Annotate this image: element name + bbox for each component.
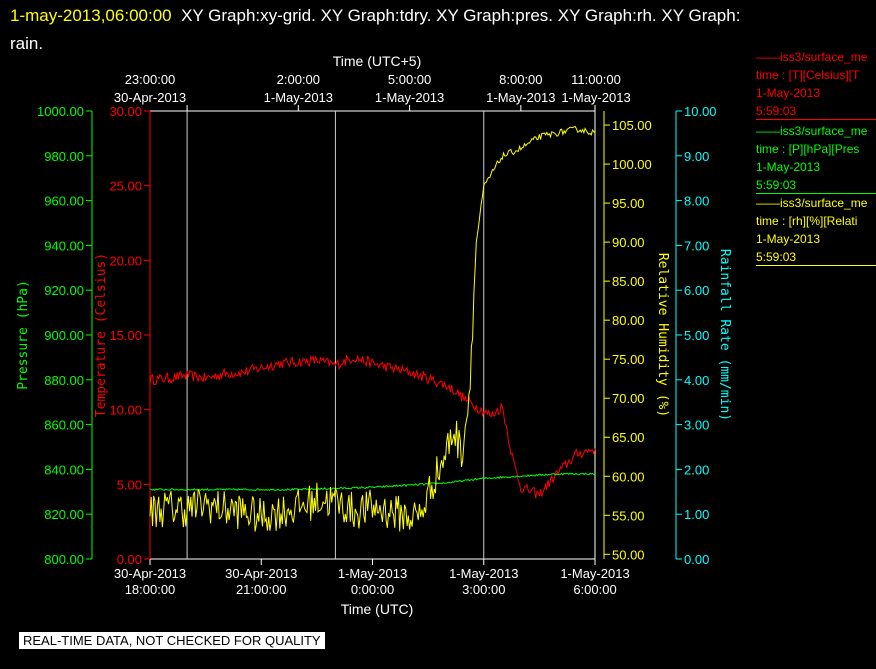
pressure-tick-label: 820.00 [44,507,84,522]
legend-item-temperature[interactable]: ——iss3/surface_me time : [T][Celsius][T … [756,48,876,120]
x-bottom-tick-label: 21:00:00 [236,582,287,597]
pressure-tick-label: 920.00 [44,283,84,298]
x-top-tick-label: 5:00:00 [388,72,431,87]
pressure-tick-label: 960.00 [44,194,84,209]
rain-tick-label: 3.00 [684,418,709,433]
legend-variable: time : [P][hPa][Pres [756,142,860,156]
x-bottom-tick-label: 1-May-2013 [560,566,629,581]
temperature-tick-label: 20.00 [109,253,142,268]
legend-divider [756,193,876,194]
rain-tick-label: 9.00 [684,149,709,164]
temperature-tick-label: 0.00 [117,552,142,567]
x-top-tick-label: 1-May-2013 [264,90,333,105]
legend-line-marker: —— [756,196,780,210]
rh-tick-label: 75.00 [612,352,645,367]
rh-tick-label: 55.00 [612,508,645,523]
x-bottom-tick-label: 1-May-2013 [338,566,407,581]
temperature-tick-label: 25.00 [109,179,142,194]
x-bottom-tick-label: 1-May-2013 [449,566,518,581]
header-graph-list-cont: rain. [10,34,44,53]
rain-tick-label: 2.00 [684,462,709,477]
x-bottom-tick-label: 0:00:00 [351,582,394,597]
x-top-tick-label: 8:00:00 [499,72,542,87]
legend-time: 5:59:03 [756,250,797,264]
pressure-tick-label: 880.00 [44,373,84,388]
x-bottom-tick-label: 3:00:00 [462,582,505,597]
temperature-series-line [149,353,596,499]
legend-variable: time : [T][Celsius][T [756,68,860,82]
legend-divider [756,119,876,120]
rain-tick-label: 0.00 [684,552,709,567]
header-graph-list: XY Graph:xy-grid. XY Graph:tdry. XY Grap… [181,6,741,25]
legend-date: 1-May-2013 [756,160,821,174]
temperature-tick-label: 10.00 [109,403,142,418]
x-top-tick-label: 1-May-2013 [375,90,444,105]
pressure-axis-label: Pressure (hPa) [16,280,31,390]
x-top-tick-label: 30-Apr-2013 [114,90,186,105]
x-top-tick-label: 23:00:00 [125,72,176,87]
x-axis-bottom-label: Time (UTC) [341,601,414,617]
rh-tick-label: 100.00 [612,157,652,172]
graph-header: 1-may-2013,06:00:00 XY Graph:xy-grid. XY… [10,2,860,58]
legend-source: iss3/surface_me [780,196,868,210]
rh-axis-label: Relative Humidity (%) [655,253,670,417]
rain-tick-label: 10.00 [684,104,717,119]
x-top-tick-label: 2:00:00 [277,72,320,87]
x-bottom-tick-label: 30-Apr-2013 [114,566,186,581]
legend-date: 1-May-2013 [756,86,821,100]
x-top-tick-label: 1-May-2013 [561,90,630,105]
temperature-tick-label: 5.00 [117,477,142,492]
legend-source: iss3/surface_me [780,50,868,64]
legend-time: 5:59:03 [756,104,797,118]
rh-tick-label: 90.00 [612,235,645,250]
legend-item-rh[interactable]: ——iss3/surface_me time : [rh][%][Relati … [756,194,876,266]
temperature-axis-label: Temperature (Celsius) [94,253,109,417]
x-bottom-tick-label: 30-Apr-2013 [225,566,297,581]
pressure-tick-label: 800.00 [44,552,84,567]
header-timestamp: 1-may-2013,06:00:00 [10,6,172,25]
rh-tick-label: 70.00 [612,391,645,406]
chart-axes: 30-Apr-201318:00:0030-Apr-201321:00:001-… [37,72,717,597]
x-top-tick-label: 1-May-2013 [486,90,555,105]
legend-line-marker: —— [756,124,780,138]
legend-divider [756,265,876,266]
rh-tick-label: 80.00 [612,313,645,328]
pressure-tick-label: 1000.00 [37,104,84,119]
rain-tick-label: 7.00 [684,238,709,253]
pressure-tick-label: 940.00 [44,238,84,253]
rh-series-line [149,125,596,532]
legend-line-marker: —— [756,50,780,64]
pressure-tick-label: 900.00 [44,328,84,343]
pressure-tick-label: 840.00 [44,462,84,477]
rh-tick-label: 65.00 [612,430,645,445]
temperature-tick-label: 15.00 [109,328,142,343]
temperature-tick-label: 30.00 [109,104,142,119]
rh-tick-label: 85.00 [612,274,645,289]
rain-tick-label: 6.00 [684,283,709,298]
x-axis-top-label: Time (UTC+5) [333,53,422,69]
rh-tick-label: 50.00 [612,547,645,562]
x-bottom-tick-label: 6:00:00 [573,582,616,597]
rain-axis-label: Rainfall Rate (mm/min) [717,249,732,421]
pressure-tick-label: 860.00 [44,418,84,433]
rain-tick-label: 5.00 [684,328,709,343]
legend-source: iss3/surface_me [780,124,868,138]
quality-notice: REAL-TIME DATA, NOT CHECKED FOR QUALITY [19,632,325,649]
pressure-tick-label: 980.00 [44,149,84,164]
rh-tick-label: 105.00 [612,118,652,133]
x-bottom-tick-label: 18:00:00 [125,582,176,597]
rain-tick-label: 4.00 [684,373,709,388]
chart-series [149,125,596,532]
rain-tick-label: 1.00 [684,507,709,522]
legend-time: 5:59:03 [756,178,797,192]
rh-tick-label: 95.00 [612,196,645,211]
legend-date: 1-May-2013 [756,232,821,246]
legend-item-pressure[interactable]: ——iss3/surface_me time : [P][hPa][Pres 1… [756,122,876,194]
rain-tick-label: 8.00 [684,194,709,209]
x-top-tick-label: 11:00:00 [571,72,621,87]
legend-variable: time : [rh][%][Relati [756,214,858,228]
pressure-series-line [149,472,596,492]
rh-tick-label: 60.00 [612,469,645,484]
